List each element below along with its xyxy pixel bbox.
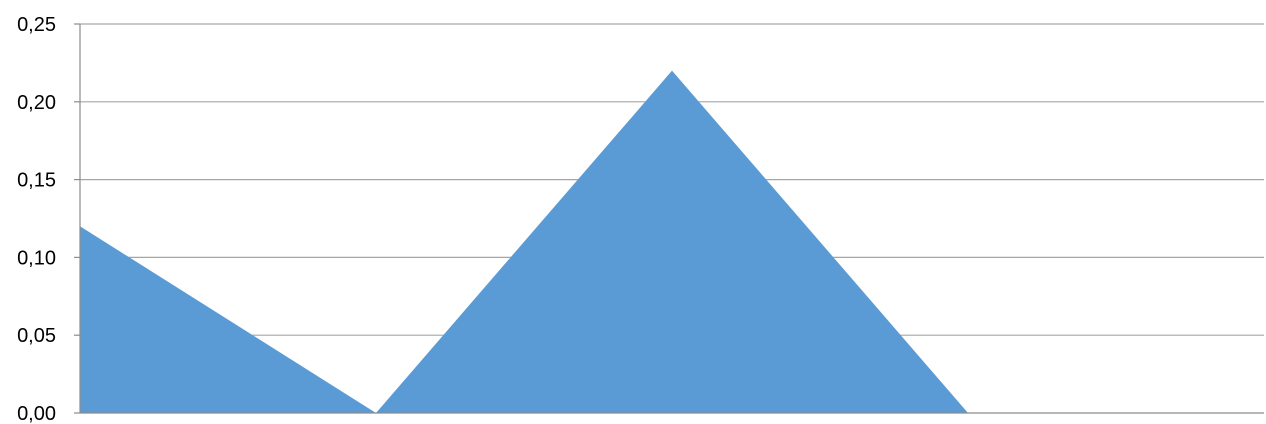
area-series: [80, 70, 1264, 414]
y-tick-label: 0,00: [17, 403, 56, 424]
y-tick-label: 0,05: [17, 325, 56, 347]
y-tick-label: 0,20: [17, 92, 56, 114]
plot-area: [80, 70, 1264, 414]
y-tick-label: 0,25: [17, 14, 56, 36]
y-tick-label: 0,10: [17, 247, 56, 269]
y-tick-label: 0,15: [17, 170, 56, 192]
axes: [74, 23, 1264, 414]
y-axis-tick-labels: 0,00 0,05 0,10 0,15 0,20 0,25: [17, 14, 56, 424]
